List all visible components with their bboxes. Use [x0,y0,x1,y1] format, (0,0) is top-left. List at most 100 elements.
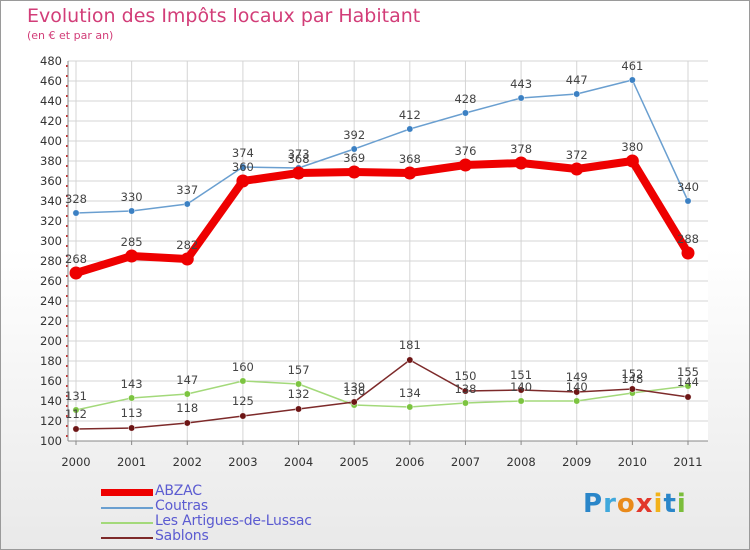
y-tick-label-100: 100 [40,434,62,448]
data-label-abzac-2006: 368 [399,152,421,166]
point-coutras-2011 [684,197,692,205]
y-axis-dot [66,245,68,247]
y-tick-label-140: 140 [40,394,62,408]
data-label-abzac-2007: 376 [454,144,476,158]
logo-letter: i [676,489,687,519]
data-label-coutras-2003: 374 [232,146,254,160]
point-sablons-2003 [239,412,247,420]
data-labels: 268 285 282 360 368 369 368 376 378 372 380 288 328 3… [65,59,699,421]
data-label-les-artigues-de-lussac-2002: 147 [176,373,198,387]
data-label-les-artigues-de-lussac-2006: 134 [399,386,421,400]
data-label-coutras-2006: 412 [399,108,421,122]
point-les-artigues-de-lussac-2000 [72,406,80,414]
x-tick-label-2010: 2010 [618,455,647,469]
data-label-sablons-2006: 181 [399,338,421,352]
point-abzac-2010 [625,154,639,168]
data-label-coutras-2008: 443 [510,77,532,91]
point-sablons-2002 [183,419,191,427]
point-sablons-2004 [295,405,302,413]
legend-swatch-coutras [101,507,153,509]
y-axis-dot [66,385,68,387]
logo-letter: P [583,489,604,519]
y-tick-label-460: 460 [40,74,62,88]
point-les-artigues-de-lussac-2001 [128,394,136,402]
data-label-les-artigues-de-lussac-2005: 136 [343,384,365,398]
data-label-les-artigues-de-lussac-2008: 140 [510,380,532,394]
y-tick-label-360: 360 [40,174,62,188]
logo-letter: r [603,489,617,519]
y-axis-dot [66,165,68,167]
series-line-coutras [75,79,689,214]
data-label-les-artigues-de-lussac-2003: 160 [232,360,254,374]
point-abzac-2006 [403,166,417,180]
point-sablons-2011 [684,393,692,401]
y-axis-dot [66,375,68,377]
data-label-sablons-2001: 113 [121,406,143,420]
data-label-coutras-2009: 447 [566,73,588,87]
y-axis-dot [66,205,68,207]
proxiti-logo: Proxiti [583,489,687,519]
point-sablons-2010 [628,385,636,393]
data-label-sablons-2009: 149 [566,370,588,384]
point-abzac-2000 [69,266,83,280]
legend-label-les-artigues-de-lussac: Les Artigues-de-Lussac [155,513,312,529]
y-axis-dot [66,145,68,147]
point-coutras-2006 [406,125,414,133]
y-axis-dot [66,285,68,287]
x-tick-label-2002: 2002 [173,455,202,469]
y-axis-dot [66,315,68,317]
x-tick-label-2001: 2001 [117,455,146,469]
data-label-abzac-2011: 288 [677,232,699,246]
point-abzac-2007 [458,158,472,172]
x-tick-label-2011: 2011 [673,455,702,469]
y-axis-dot [66,195,68,197]
chart-subtitle: (en € et par an) [27,29,114,42]
data-label-abzac-2008: 378 [510,142,532,156]
legend-swatch-abzac [101,489,153,496]
legend-swatch-les-artigues-de-lussac [101,522,153,524]
y-axis-dot [66,425,68,427]
data-label-coutras-2007: 428 [454,92,476,106]
y-axis-dot [66,125,68,127]
series-line-abzac [72,157,692,277]
series-lines [69,76,695,433]
data-label-abzac-2005: 369 [343,151,365,165]
chart-title: Evolution des Impôts locaux par Habitant [27,5,421,27]
data-label-sablons-2007: 150 [454,369,476,383]
point-coutras-2000 [72,209,80,217]
y-tick-label-480: 480 [40,54,62,68]
plot-background [68,61,708,441]
grid [68,60,708,442]
data-label-abzac-2002: 282 [176,238,198,252]
y-axis-dot [66,65,68,67]
data-label-les-artigues-de-lussac-2001: 143 [121,377,143,391]
data-label-sablons-2010: 152 [621,367,643,381]
x-tick-label-2006: 2006 [395,455,424,469]
point-les-artigues-de-lussac-2007 [462,399,469,407]
point-sablons-2000 [72,425,80,433]
y-axis-dot [66,225,68,227]
logo-letter: t [663,489,677,519]
x-tick-label-2008: 2008 [506,455,535,469]
x-tick-label-2005: 2005 [340,455,369,469]
y-tick-label-200: 200 [40,334,62,348]
point-les-artigues-de-lussac-2004 [295,380,302,388]
data-label-coutras-2000: 328 [65,192,87,206]
y-axis-dot [66,395,68,397]
point-coutras-2007 [462,109,469,117]
point-coutras-2002 [183,200,191,208]
y-axis-dot [66,365,68,367]
point-coutras-2003 [239,163,247,171]
point-abzac-2011 [681,246,695,260]
y-axis-dot [66,325,68,327]
data-label-sablons-2008: 151 [510,368,532,382]
y-axis-dot [66,135,68,137]
y-tick-label-300: 300 [40,234,62,248]
y-tick-label-180: 180 [40,354,62,368]
y-axis-dot [66,295,68,297]
y-tick-label-260: 260 [40,274,62,288]
data-label-les-artigues-de-lussac-2009: 140 [566,380,588,394]
point-abzac-2004 [292,166,306,180]
y-tick-label-320: 320 [40,214,62,228]
